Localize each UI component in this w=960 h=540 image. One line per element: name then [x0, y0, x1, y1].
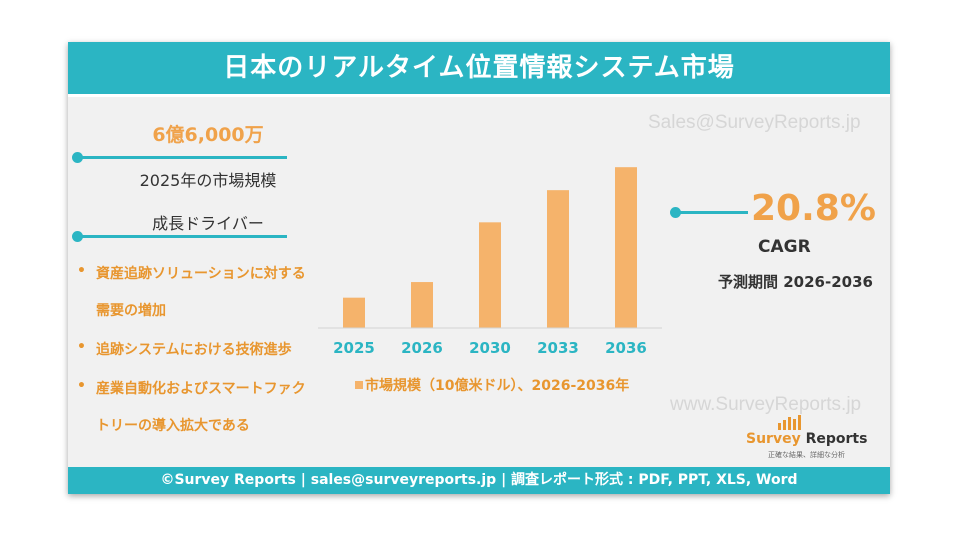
bar-2036 [615, 167, 637, 328]
market-size-value: 6億6,000万 [152, 124, 264, 146]
bar-2026 [411, 282, 433, 328]
growth-drivers-title: 成長ドライバー [152, 214, 264, 233]
bar-chart-logo-icon [778, 415, 801, 430]
market-bar-chart: 2025 2026 2030 2033 2036 [318, 167, 662, 357]
logo-survey-text: Survey [746, 431, 801, 447]
header-bar: 日本のリアルタイム位置情報システム市場 [68, 42, 890, 97]
driver-2-line-1: 追跡システムにおける技術進歩 [96, 342, 292, 358]
page-title: 日本のリアルタイム位置情報システム市場 [223, 53, 735, 83]
driver-3-line-1: 産業自動化およびスマートファク [96, 381, 306, 397]
footer-bar: ©Survey Reports | sales@surveyreports.jp… [68, 467, 890, 494]
drivers-line [76, 235, 287, 238]
forecast-period: 予測期間 2026-2036 [718, 273, 873, 291]
tick-label-2025: 2025 [333, 339, 375, 357]
logo-reports-text: Reports [800, 431, 868, 447]
driver-1-line-1: 資産追跡ソリューションに対する [96, 266, 306, 282]
infographic-card: 日本のリアルタイム位置情報システム市場 Sales@SurveyReports.… [68, 42, 890, 494]
driver-1-line-2: 需要の増加 [96, 303, 166, 319]
footer-text: ©Survey Reports | sales@surveyreports.jp… [160, 472, 798, 488]
chart-legend: 市場規模（10億米ドル）、2026-2036年 [365, 378, 630, 394]
legend-swatch [355, 381, 363, 389]
watermark-email: Sales@SurveyReports.jp [648, 112, 861, 133]
tick-label-2030: 2030 [469, 339, 511, 357]
bar-2025 [343, 297, 365, 328]
logo-wordmark: Survey Reports [746, 431, 867, 447]
tick-label-2026: 2026 [401, 339, 443, 357]
bar-2030 [479, 222, 501, 328]
cagr-label: CAGR [758, 237, 811, 257]
driver-bullet-3: • [77, 378, 86, 394]
logo-tagline: 正確な結果、詳細な分析 [768, 451, 845, 459]
tick-label-2036: 2036 [605, 339, 647, 357]
market-size-label: 2025年の市場規模 [139, 171, 277, 190]
market-size-line [76, 156, 287, 159]
bar-2033 [547, 190, 569, 328]
driver-bullet-1: • [77, 263, 86, 279]
cagr-value: 20.8% [751, 188, 876, 229]
watermark-website: www.SurveyReports.jp [670, 394, 862, 415]
cagr-line [674, 211, 748, 214]
tick-label-2033: 2033 [537, 339, 579, 357]
driver-bullet-2: • [77, 339, 86, 355]
driver-3-line-2: トリーの導入拡大である [96, 418, 250, 434]
